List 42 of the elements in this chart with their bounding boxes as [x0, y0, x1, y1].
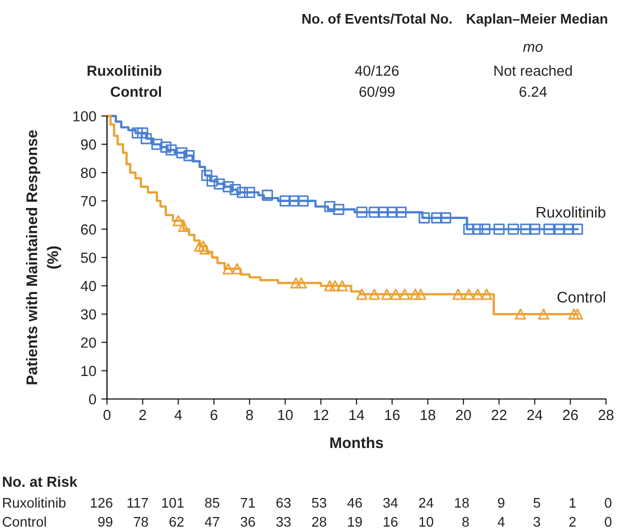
y-tick-label: 90 [81, 139, 96, 150]
x-axis-title: Months [330, 436, 384, 448]
y-tick-label: 80 [80, 168, 96, 178]
text: 6.24 [520, 86, 547, 97]
text: Ruxolitinib 126 117 101 85 71 63 53 46 34 24 18 9 5 1 0 [3, 498, 612, 508]
x-tick-label: 24 [527, 410, 542, 420]
series-label: Ruxolitinib [536, 206, 606, 218]
text: Control 99 78 62 47 36 33 28 19 16 10 8 4 3 2 0 [2, 516, 612, 527]
x-tick-label: 4 [174, 410, 182, 420]
x-tick-label: 12 [314, 410, 328, 420]
text: mo [523, 44, 543, 52]
text: Control [110, 86, 161, 97]
text: 60/99 [359, 86, 395, 97]
text: No. at Risk [2, 476, 78, 487]
y-tick-label: 70 [81, 196, 96, 206]
x-tick-label: 10 [278, 410, 293, 420]
x-tick-label: 26 [562, 410, 578, 420]
x-tick-label: 8 [246, 410, 253, 420]
y-tick-label: 40 [80, 280, 96, 292]
y-tick-label: 0 [89, 394, 96, 404]
text: 40/126 [355, 65, 399, 76]
x-tick-label: 14 [350, 410, 364, 420]
text: Kaplan–Meier Median [466, 14, 608, 26]
text: Not reached [494, 65, 572, 76]
y-tick-label: 100 [73, 111, 96, 122]
x-tick-label: 18 [420, 410, 436, 420]
x-tick-label: 2 [139, 410, 146, 420]
y-tick-label: 60 [81, 224, 96, 235]
text: Ruxolitinib [88, 65, 162, 76]
y-tick-label: 20 [81, 338, 96, 348]
y-tick-label: 10 [81, 366, 96, 376]
x-tick-label: 16 [385, 410, 400, 420]
series-label: Control [558, 291, 605, 303]
x-tick-label: 22 [492, 410, 506, 420]
y-tick-label: 30 [80, 309, 96, 320]
x-tick-label: 20 [456, 410, 471, 420]
x-tick-label: 0 [104, 410, 110, 420]
x-tick-label: 6 [210, 410, 218, 420]
x-tick-label: 28 [598, 410, 614, 420]
y-tick-label: 50 [80, 252, 96, 263]
text: No. of Events/Total No. [302, 14, 452, 24]
y-axis-title: Patients with Maintained Response (%) [26, 130, 62, 384]
